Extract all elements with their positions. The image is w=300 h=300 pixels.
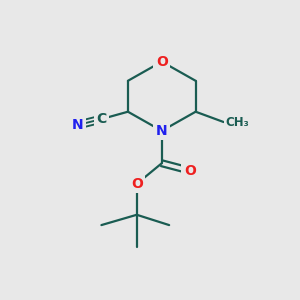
- Text: N: N: [72, 118, 84, 132]
- Text: O: O: [156, 55, 168, 69]
- Text: O: O: [131, 177, 143, 191]
- Text: C: C: [96, 112, 106, 126]
- Text: O: O: [184, 164, 196, 178]
- Text: CH₃: CH₃: [225, 116, 249, 128]
- Text: N: N: [156, 124, 168, 138]
